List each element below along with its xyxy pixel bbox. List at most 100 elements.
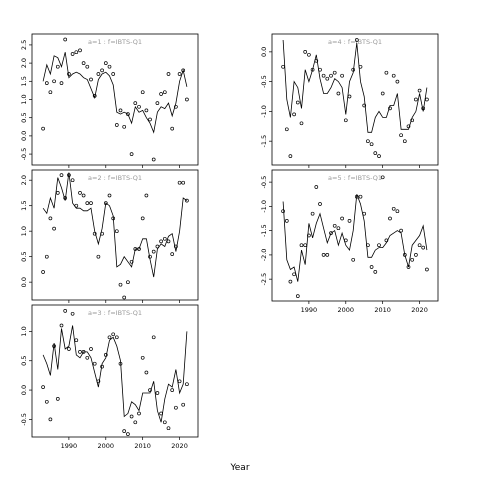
observation-point: [425, 97, 429, 102]
observation-point: [366, 243, 370, 248]
observation-point: [111, 216, 116, 221]
panel-frame: [271, 33, 439, 166]
observation-point: [133, 247, 138, 251]
observation-point: [122, 295, 127, 300]
x-tick-label: 1990: [301, 306, 318, 314]
observation-point: [148, 388, 152, 392]
observation-point: [126, 112, 130, 116]
observation-point: [402, 139, 407, 144]
fitted-line: [282, 39, 428, 133]
observation-point: [48, 90, 53, 95]
observation-point: [377, 243, 381, 248]
panel-title: a=5 : f=IBTS-Q1: [328, 174, 382, 182]
observation-point: [358, 64, 363, 69]
observation-point: [336, 91, 341, 96]
observation-point: [44, 399, 49, 404]
observation-point: [292, 112, 296, 117]
y-tick-label: -1.0: [260, 105, 268, 118]
observation-point: [52, 226, 56, 231]
observation-point: [41, 126, 45, 131]
observation-point: [329, 73, 333, 78]
y-tick-label: -2.0: [260, 249, 268, 262]
observation-point: [118, 108, 123, 113]
x-tick-label: 2020: [171, 442, 188, 450]
observation-point: [181, 402, 186, 407]
x-tick-label: 2010: [374, 306, 391, 314]
observation-point: [107, 193, 112, 198]
observation-point: [63, 196, 68, 200]
observation-point: [148, 254, 152, 259]
observation-point: [151, 249, 156, 254]
observation-point: [70, 52, 75, 56]
observation-point: [181, 180, 186, 185]
observation-point: [67, 347, 71, 351]
observation-point: [96, 254, 101, 259]
y-tick-label: 0.0: [20, 131, 28, 141]
y-tick-label: 0.0: [260, 47, 268, 57]
observation-point: [137, 411, 141, 416]
observation-point: [406, 124, 411, 129]
observation-point: [332, 223, 337, 228]
observation-point: [336, 226, 341, 231]
observation-point: [118, 282, 123, 287]
panel-p4: a=4 : f=IBTS-Q1 -1.5 -1.0 -0.5 0.0: [260, 33, 439, 168]
fitted-line: [42, 325, 188, 423]
y-tick-label: 0.0: [20, 277, 28, 287]
observation-point: [177, 180, 182, 185]
observation-point: [329, 231, 333, 235]
observation-point: [74, 50, 79, 55]
observation-point: [118, 361, 123, 366]
observation-point: [417, 88, 422, 93]
observation-point: [181, 68, 186, 73]
observation-point: [74, 203, 79, 208]
panel-p1: a=1 : f=IBTS-Q1 -0.5 0.0 0.5 1.0 1.5 2.0 2.5: [20, 33, 199, 168]
panel-frame: [31, 169, 199, 301]
observation-point: [373, 270, 378, 274]
observation-point: [417, 243, 422, 248]
observation-point: [111, 72, 116, 76]
observation-point: [89, 201, 93, 205]
observation-point: [100, 364, 104, 369]
observation-point: [347, 219, 352, 223]
observation-point: [362, 103, 367, 108]
panel-p2: a=2 : f=IBTS-Q1 0.0 0.5 1.0 1.5 2.0: [20, 169, 199, 303]
observation-point: [41, 270, 45, 274]
observation-point: [126, 280, 130, 285]
y-tick-label: 0.5: [20, 356, 28, 366]
observation-point: [159, 411, 163, 416]
y-tick-label: 1.0: [20, 94, 28, 104]
observation-point: [399, 228, 403, 233]
y-tick-label: 0.0: [20, 385, 28, 395]
observation-point: [343, 118, 348, 123]
observation-point: [284, 127, 289, 132]
observation-point: [414, 97, 418, 102]
x-axis-label: Year: [229, 463, 249, 473]
observation-point: [354, 194, 359, 199]
observation-point: [78, 350, 82, 354]
observation-point: [325, 253, 330, 257]
observation-point: [151, 157, 156, 162]
x-tick-label: 2000: [98, 442, 115, 450]
observation-point: [354, 38, 359, 42]
observation-point: [140, 355, 145, 360]
observation-point: [85, 64, 90, 69]
observation-point: [78, 191, 82, 195]
observation-point: [162, 420, 167, 425]
y-tick-label: -0.5: [260, 176, 268, 189]
observation-point: [295, 294, 300, 298]
observation-point: [41, 385, 45, 389]
observation-point: [410, 118, 415, 123]
observation-point: [388, 216, 392, 221]
observation-point: [67, 72, 71, 76]
observation-point: [144, 370, 149, 375]
observation-point: [358, 194, 363, 199]
observation-point: [59, 173, 64, 177]
y-tick-label: -0.5: [260, 75, 268, 88]
observation-point: [55, 191, 60, 195]
observation-point: [421, 106, 426, 111]
observation-point: [391, 73, 396, 78]
observation-point: [100, 231, 104, 236]
observation-point: [425, 267, 429, 272]
observation-point: [159, 239, 163, 244]
